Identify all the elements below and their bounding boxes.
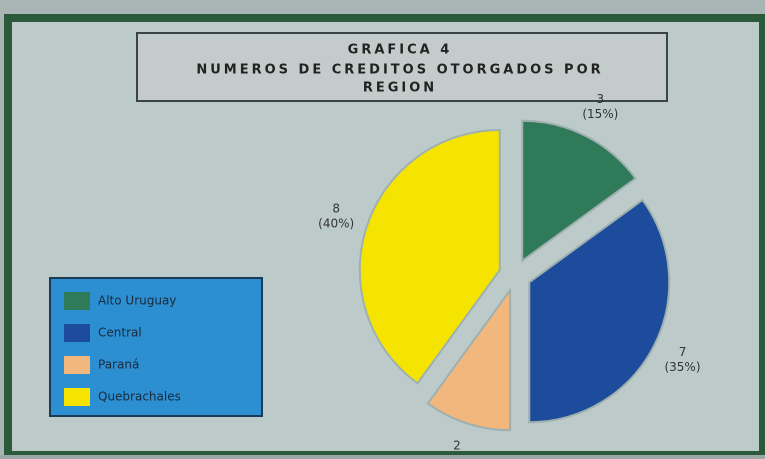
- value-label: 8: [332, 201, 340, 215]
- legend-label: Quebrachales: [98, 390, 181, 404]
- legend-swatch: [64, 324, 90, 342]
- chart-title: NUMEROS DE CREDITOS OTORGADOS POR: [196, 63, 603, 78]
- legend-swatch: [64, 356, 90, 374]
- percent-label: (15%): [582, 107, 618, 121]
- chart-title: REGION: [363, 81, 437, 96]
- value-label: 2: [453, 438, 461, 452]
- pie-slice: [426, 287, 512, 432]
- legend-label: Alto Uruguay: [98, 294, 176, 308]
- chart-title: GRAFICA 4: [348, 43, 453, 58]
- legend-label: Central: [98, 326, 142, 340]
- legend-label: Paraná: [98, 358, 139, 372]
- legend-swatch: [64, 388, 90, 406]
- percent-label: (35%): [664, 360, 700, 374]
- title-box: [136, 32, 668, 102]
- value-label: 7: [679, 345, 687, 359]
- percent-label: (40%): [318, 216, 354, 230]
- pie-slice: [528, 198, 671, 424]
- legend-swatch: [64, 292, 90, 310]
- value-label: 3: [597, 92, 605, 106]
- pie-slice: [521, 119, 637, 263]
- pie-slice: [358, 129, 501, 385]
